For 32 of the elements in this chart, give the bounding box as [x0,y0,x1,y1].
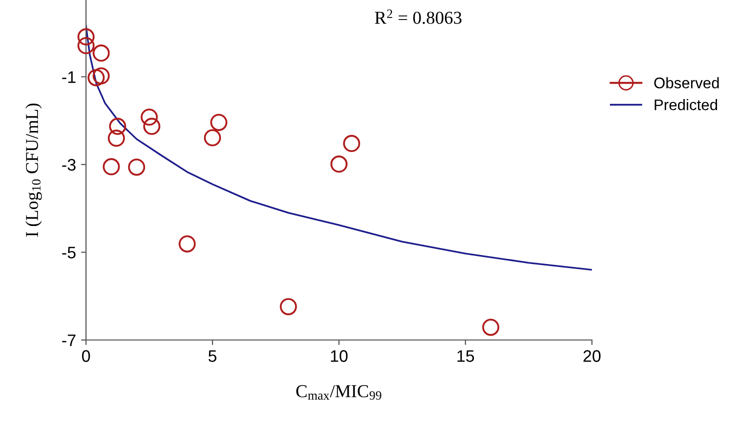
x-tick-label: 10 [330,350,348,362]
point [143,118,160,135]
point [330,156,348,173]
y-tick-label: -7 [62,334,76,346]
y-axis-title: I (Log$_{10}$ CFU/mL) [25,104,42,237]
point [280,298,297,316]
point [204,129,222,146]
point [210,114,228,131]
legend-label: Predicted [654,99,718,110]
point [77,28,95,46]
x-tick-label: 20 [583,350,601,362]
point [92,67,110,84]
x-axis-title: C$_{max}$/MIC$_{99}$ [296,385,382,400]
point [77,37,95,54]
point [102,158,120,176]
point [109,118,126,135]
x-tick-label: 0 [82,350,90,362]
point [178,235,196,252]
point [108,130,125,147]
legend-label: Observed [654,77,719,88]
point [343,134,360,152]
point [482,318,500,336]
point [92,44,110,62]
y-tick-label: -5 [62,246,76,258]
y-tick-label: -3 [62,158,76,171]
x-tick-label: 5 [208,350,216,362]
point [140,108,158,126]
annotation: R$^{2}$ = 0.8063 [374,10,462,24]
point [88,69,105,86]
y-tick-label: -1 [62,71,76,83]
x-tick-label: 15 [457,350,474,362]
point [128,158,146,176]
